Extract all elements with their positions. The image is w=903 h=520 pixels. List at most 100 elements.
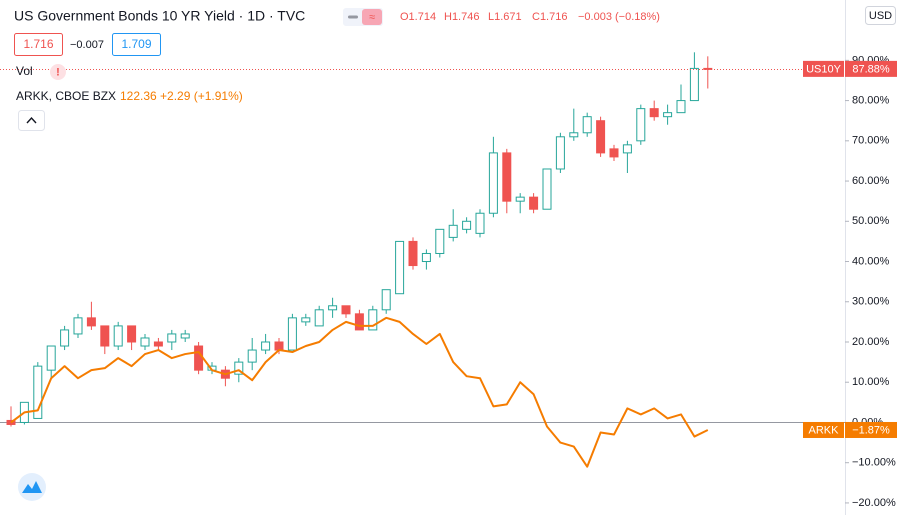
- volume-label: Vol: [16, 64, 33, 78]
- y-tick-label: 50.00%: [852, 215, 890, 227]
- price-label-name: ARKK: [809, 424, 840, 436]
- candle-body: [381, 289, 391, 311]
- candle-body: [140, 337, 150, 347]
- logo-icon: [22, 481, 42, 493]
- y-tick-label: 80.00%: [852, 94, 890, 106]
- price-label-name-box: [803, 421, 844, 438]
- candle-body: [462, 220, 472, 230]
- candle-body: [328, 305, 338, 311]
- candle-body: [46, 345, 56, 371]
- price-label: 87.88%: [852, 63, 890, 75]
- ohlc: O1.714 H1.746 L1.671 C1.716 −0.003 (−0.18%): [400, 11, 660, 23]
- candle-body: [649, 108, 659, 118]
- candle-body: [622, 144, 632, 154]
- candle-body: [153, 341, 163, 347]
- candle-body: [569, 132, 579, 138]
- candle-body: [180, 333, 190, 339]
- price-label-name-box: [803, 60, 844, 77]
- legend-overlay: US Government Bonds 10 YR Yield · 1D · T…: [14, 6, 896, 501]
- plot-area: [0, 52, 845, 468]
- ask-box[interactable]: [112, 33, 161, 56]
- price-axis: −20.00%−10.00%0.00%10.00%20.00%30.00%40.…: [803, 54, 897, 509]
- bid: 1.716: [23, 37, 53, 51]
- candle-body: [194, 345, 204, 371]
- candle-body: [274, 341, 284, 351]
- candle-body: [515, 196, 525, 202]
- candle-body: [529, 196, 539, 210]
- ohlc-value: H1.746: [444, 11, 479, 23]
- candle-body: [555, 136, 565, 170]
- candle-body: [301, 317, 311, 323]
- ohlc-value: O1.714: [400, 11, 436, 23]
- bid-box[interactable]: [14, 33, 63, 56]
- candle-body: [33, 365, 43, 419]
- candle-body: [86, 317, 96, 327]
- candle-body: [502, 152, 512, 202]
- y-tick-label: 70.00%: [852, 135, 890, 147]
- candle-body: [261, 341, 271, 351]
- candle-body: [703, 67, 713, 70]
- candle-body: [582, 116, 592, 134]
- candle-body: [368, 309, 378, 331]
- candle-body: [663, 112, 673, 118]
- candle-body: [596, 120, 606, 154]
- candle-body: [542, 168, 552, 210]
- candle-body: [395, 240, 405, 295]
- price-label: −1.87%: [852, 424, 890, 436]
- warning-icon: !: [56, 66, 60, 78]
- price-label-box: [845, 60, 897, 77]
- warning-icon[interactable]: [50, 64, 66, 80]
- y-tick-label: 60.00%: [852, 175, 890, 187]
- y-tick-label: 40.00%: [852, 255, 890, 267]
- price-label-name: US10Y: [806, 63, 842, 75]
- line-series: [10, 316, 709, 468]
- candle-body: [435, 228, 445, 254]
- y-tick-label: −20.00%: [852, 497, 896, 509]
- collapse-icon: [26, 116, 37, 124]
- y-tick-label: 30.00%: [852, 296, 890, 308]
- ask: 1.709: [121, 37, 151, 51]
- candle-body: [488, 152, 498, 214]
- candle-body: [60, 329, 70, 347]
- candle-body: [475, 212, 485, 234]
- compare-name: ARKK, CBOE BZX: [16, 89, 116, 103]
- chart-title: US Government Bonds 10 YR Yield · 1D · T…: [14, 8, 305, 24]
- ohlc-value: −0.003 (−0.18%): [578, 11, 660, 23]
- candle-body: [247, 349, 257, 363]
- candle-body: [448, 224, 458, 238]
- candle-body: [73, 317, 83, 335]
- ohlc-value: L1.671: [488, 11, 522, 23]
- candle-body: [314, 309, 324, 327]
- price-label-box: [845, 421, 897, 438]
- ohlc-value: C1.716: [532, 11, 567, 23]
- y-tick-label: 10.00%: [852, 376, 890, 388]
- compare-quote: 122.36 +2.29 (+1.91%): [120, 89, 243, 103]
- currency: USD: [869, 10, 892, 22]
- candle-body: [636, 108, 646, 142]
- candle-body: [609, 148, 619, 158]
- candle-body: [354, 313, 364, 331]
- candle-body: [113, 325, 123, 347]
- toggle-icon: [362, 9, 382, 25]
- y-tick-label: −10.00%: [852, 457, 896, 469]
- y-tick-label: 20.00%: [852, 336, 890, 348]
- logo[interactable]: [18, 473, 46, 501]
- candle-body: [100, 325, 110, 347]
- spread: −0.007: [70, 39, 104, 51]
- candle-body: [341, 305, 351, 315]
- candle-body: [127, 325, 137, 343]
- candle-body: [676, 100, 686, 114]
- candle-body: [421, 252, 431, 263]
- candle-body: [408, 240, 418, 267]
- collapse-button[interactable]: [18, 110, 45, 131]
- toggle-icon: ≈: [369, 11, 375, 23]
- toggle-icon: [348, 15, 358, 19]
- candle-body: [234, 361, 244, 375]
- currency-button[interactable]: [865, 6, 896, 25]
- candle-body: [287, 317, 297, 351]
- candle-body: [689, 67, 699, 102]
- candle-body: [167, 333, 177, 343]
